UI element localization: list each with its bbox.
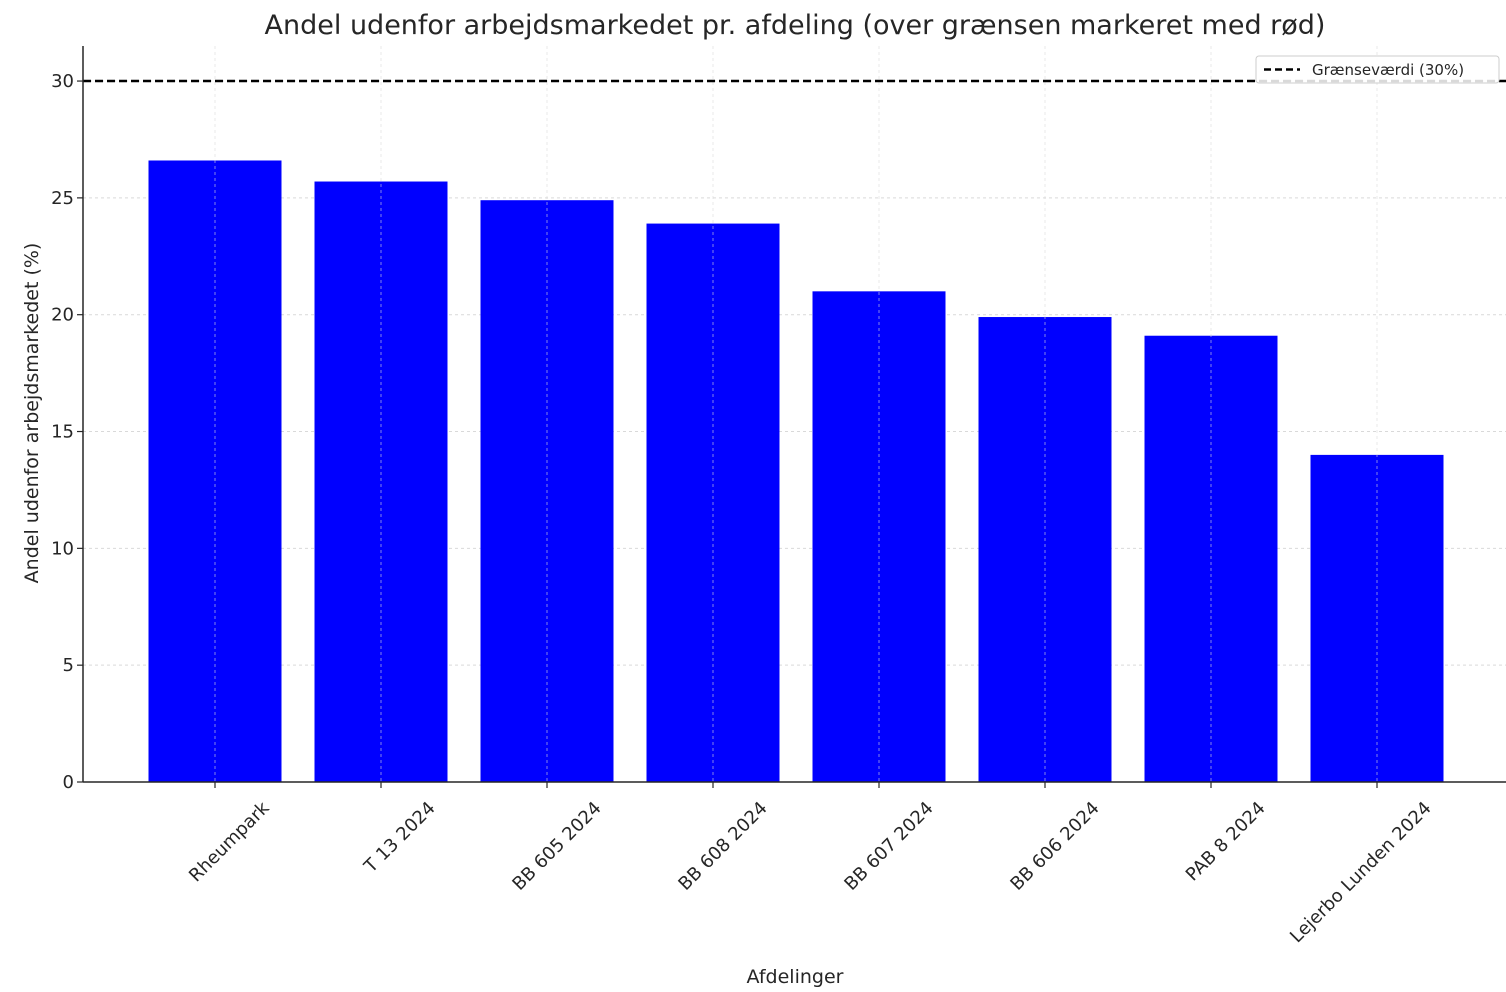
legend: Grænseværdi (30%) [1255,55,1500,84]
chart-title: Andel udenfor arbejdsmarkedet pr. afdeli… [265,10,1326,41]
x-tick-label-6: PAB 8 2024 [1182,798,1270,886]
y-tick-label-6: 30 [51,71,74,92]
y-axis-ticks: 0 5 10 15 20 25 30 [51,71,83,793]
y-tick-label-4: 20 [51,305,74,326]
y-axis-label: Andel udenfor arbejdsmarkedet (%) [21,243,43,584]
x-tick-label-7: Lejerbo Lunden 2024 [1286,798,1435,947]
x-tick-label-3: BB 608 2024 [674,798,771,895]
x-tick-label-2: BB 605 2024 [508,798,605,895]
y-tick-label-0: 0 [63,772,74,793]
legend-label: Grænseværdi (30%) [1312,61,1464,79]
bars [148,160,1444,783]
axes [82,46,1506,783]
x-tick-label-1: T 13 2024 [360,798,440,878]
y-tick-label-3: 15 [51,422,74,443]
bar-1 [314,181,448,782]
x-tick-label-4: BB 607 2024 [840,798,937,895]
x-tick-label-5: BB 606 2024 [1006,798,1103,895]
x-tick-label-0: Rheumpark [185,797,274,886]
grid [83,80,1506,666]
y-tick-label-5: 25 [51,188,74,209]
x-axis-ticks: Rheumpark T 13 2024 BB 605 2024 BB 608 2024… [185,782,1436,947]
legend-box [1255,55,1500,84]
y-tick-label-2: 10 [51,538,74,559]
x-axis-label: Afdelinger [747,966,844,988]
y-tick-label-1: 5 [63,655,74,676]
